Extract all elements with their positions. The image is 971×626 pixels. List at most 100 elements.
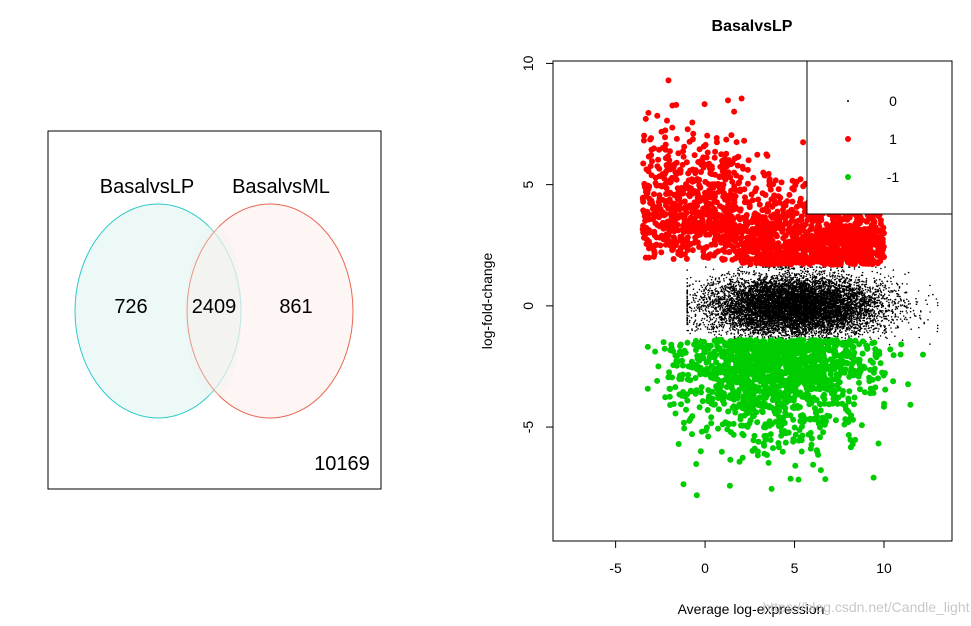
point-series-0 [726,333,728,335]
point-series-0 [799,327,801,329]
venn-label-basalvslp: BasalvsLP [100,176,195,198]
point-series-0 [892,276,895,278]
point-series-0 [879,323,881,325]
point-series-0 [894,335,896,338]
point-series-0 [715,318,718,320]
point-series-0 [794,276,797,279]
point-series-0 [883,312,885,315]
point-series-0 [858,280,861,283]
point-series-0 [802,327,805,330]
point-series-0 [831,277,834,279]
point-series-0 [743,320,746,323]
point-series-0 [769,331,772,334]
point-series-0 [803,272,806,275]
point-series-0 [868,322,870,324]
point-series-0 [712,268,715,271]
point-series-0 [710,278,713,281]
point-series-0 [707,305,710,308]
point-series-0 [878,299,881,302]
point-series-0 [863,305,866,308]
venn-count-intersection: 2409 [192,296,237,318]
point-series-0 [712,330,715,333]
point-series-0 [711,300,714,302]
point-series-0 [847,295,849,298]
point-series-0 [768,269,770,272]
point-series-0 [843,277,845,279]
point-series-0 [899,310,902,313]
point-series-0 [909,316,912,319]
point-series-0 [709,275,711,278]
point-series-0 [811,336,814,338]
point-series-0 [758,286,760,288]
point-series-0 [915,301,918,303]
point-series-0 [865,328,867,330]
point-series-0 [738,269,741,272]
point-series-0 [708,290,711,292]
point-series-0 [822,332,825,334]
point-series-0 [737,269,739,272]
point-series-0 [705,310,708,312]
point-series-0 [690,316,693,319]
point-series-0 [887,290,890,293]
point-series-0 [834,330,837,333]
point-series-0 [857,329,859,332]
point-series-0 [820,279,823,282]
point-series-0 [903,299,905,302]
point-series-0 [738,316,740,319]
point-series-0 [929,284,931,287]
point-series-0 [758,272,760,274]
point-series-0 [789,268,791,270]
point-series-0 [795,281,798,284]
point-series-0 [876,271,878,274]
point-series-0 [850,331,853,334]
point-series-0 [731,278,734,281]
point-series-0 [692,294,694,296]
point-series-0 [704,294,706,297]
point-series-0 [861,333,864,336]
plot-title: BasalvsLP [712,18,793,35]
point-series-0 [929,343,931,345]
point-series-0 [747,266,750,268]
point-series-0 [735,328,738,330]
point-series-0 [813,330,815,332]
venn-overlap-shade [186,225,242,397]
point-series-0 [706,328,709,330]
point-series-0 [808,336,810,338]
point-series-0 [745,272,747,275]
point-series-0 [737,283,740,286]
point-series-0 [733,321,735,323]
point-series-0 [852,316,855,319]
point-series-0 [894,314,897,316]
point-series-0 [844,330,847,332]
point-series-0 [812,285,815,288]
point-series-0 [815,330,818,333]
point-series-0 [875,282,877,285]
point-series-0 [748,282,750,285]
point-series-0 [721,273,724,276]
point-series-0 [728,318,730,320]
point-series-0 [686,285,689,287]
point-series-0 [895,327,897,329]
point-series-0 [860,315,862,318]
point-series-0 [782,267,785,270]
point-series-0 [696,329,698,331]
point-series-0 [903,318,906,321]
point-series-0 [926,303,928,306]
point-series-0 [906,305,908,307]
point-series-0 [822,334,824,337]
venn-count-basalvsml-only: 861 [279,296,312,318]
point-series-0 [746,271,748,273]
point-series-0 [689,293,691,296]
point-series-0 [913,313,915,315]
point-series-0 [712,306,715,309]
point-series-0 [761,336,764,338]
point-series-0 [746,324,749,327]
point-series-0 [834,327,836,329]
point-series-0 [867,331,869,334]
point-series-0 [702,310,704,312]
point-series-0 [690,310,693,312]
point-series-0 [890,289,892,292]
point-series-0 [723,289,725,291]
point-series-0 [813,275,815,277]
point-series-0 [726,322,729,325]
